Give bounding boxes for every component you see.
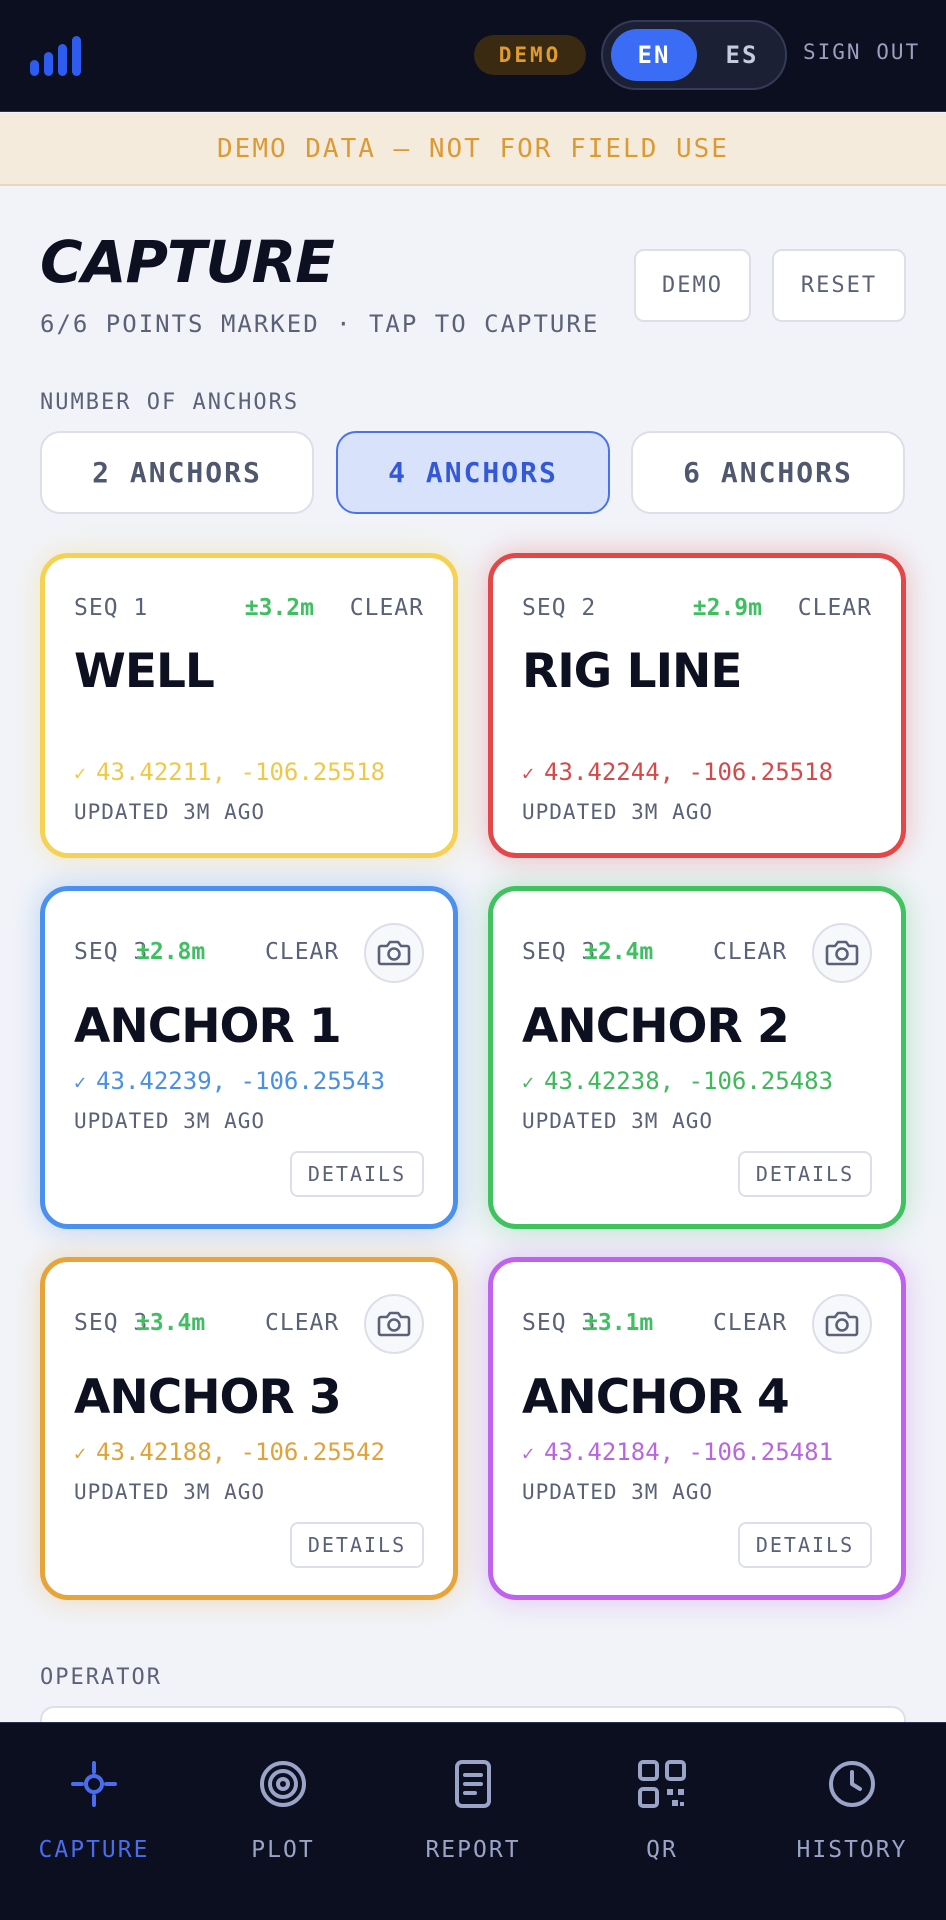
card-accuracy: ±3.4m: [136, 1310, 206, 1336]
card-coords: ✓ 43.42184, -106.25481: [522, 1438, 833, 1466]
card-accuracy: ±2.4m: [584, 939, 654, 965]
camera-button[interactable]: [812, 1294, 872, 1354]
anchor-option-4[interactable]: 4 ANCHORS: [336, 431, 610, 514]
card-updated: UPDATED 3M AGO: [522, 1109, 714, 1133]
checkmark-icon: ✓: [522, 1070, 535, 1094]
card-updated: UPDATED 3M AGO: [522, 800, 714, 824]
checkmark-icon: ✓: [522, 761, 535, 785]
nav-qr[interactable]: QR: [572, 1757, 752, 1863]
checkmark-icon: ✓: [74, 761, 87, 785]
card-name: ANCHOR 2: [522, 999, 790, 1054]
lang-en-button[interactable]: EN: [611, 29, 697, 81]
checkmark-icon: ✓: [74, 1441, 87, 1465]
clock-icon: [825, 1757, 879, 1811]
card-name: ANCHOR 4: [522, 1370, 790, 1425]
anchors-label: NUMBER OF ANCHORS: [40, 390, 300, 415]
demo-banner: DEMO DATA — NOT FOR FIELD USE: [0, 113, 946, 186]
card-status: CLEAR: [713, 1310, 788, 1336]
nav-label: QR: [646, 1837, 678, 1863]
camera-button[interactable]: [364, 1294, 424, 1354]
camera-button[interactable]: [812, 923, 872, 983]
card-updated: UPDATED 3M AGO: [74, 800, 266, 824]
card-coords: ✓ 43.42238, -106.25483: [522, 1067, 833, 1095]
nav-label: REPORT: [425, 1837, 521, 1863]
nav-history[interactable]: HISTORY: [762, 1757, 942, 1863]
card-coords: ✓ 43.42188, -106.25542: [74, 1438, 385, 1466]
coords-text: 43.42244, -106.25518: [544, 758, 834, 786]
anchor-option-2[interactable]: 2 ANCHORS: [40, 431, 314, 514]
nav-report[interactable]: REPORT: [383, 1757, 563, 1863]
card-status: CLEAR: [797, 595, 872, 621]
nav-label: CAPTURE: [38, 1837, 150, 1863]
card-seq: SEQ 3: [522, 939, 597, 965]
card-coords: ✓ 43.42211, -106.25518: [74, 758, 385, 786]
language-toggle: EN ES: [601, 20, 787, 90]
coords-text: 43.42211, -106.25518: [96, 758, 386, 786]
checkmark-icon: ✓: [74, 1070, 87, 1094]
point-card[interactable]: SEQ 3 ±2.8m CLEAR DETAILS ANCHOR 1 ✓ 43.42239…: [40, 886, 458, 1229]
details-button[interactable]: DETAILS: [738, 1151, 872, 1197]
card-status: CLEAR: [265, 939, 340, 965]
card-accuracy: ±3.1m: [584, 1310, 654, 1336]
nav-label: PLOT: [251, 1837, 315, 1863]
card-status: CLEAR: [265, 1310, 340, 1336]
point-card[interactable]: SEQ 1 ±3.2m CLEAR WELL ✓ 43.42211, -106.25518…: [40, 553, 458, 858]
nav-plot[interactable]: PLOT: [193, 1757, 373, 1863]
target-icon: [256, 1757, 310, 1811]
card-seq: SEQ 3: [74, 939, 149, 965]
card-seq: SEQ 3: [74, 1310, 149, 1336]
card-status: CLEAR: [349, 595, 424, 621]
nav-capture[interactable]: CAPTURE: [4, 1757, 184, 1863]
point-card[interactable]: SEQ 3 ±2.4m CLEAR DETAILS ANCHOR 2 ✓ 43.42238…: [488, 886, 906, 1229]
camera-button[interactable]: [364, 923, 424, 983]
card-coords: ✓ 43.42239, -106.25543: [74, 1067, 385, 1095]
coords-text: 43.42184, -106.25481: [544, 1438, 834, 1466]
bottom-nav: CAPTURE PLOT REPORT QR HISTORY: [0, 1722, 946, 1920]
card-accuracy: ±3.2m: [244, 595, 314, 621]
card-name: WELL: [74, 644, 215, 699]
lang-es-button[interactable]: ES: [725, 41, 759, 69]
card-status: CLEAR: [713, 939, 788, 965]
card-coords: ✓ 43.42244, -106.25518: [522, 758, 833, 786]
details-button[interactable]: DETAILS: [738, 1522, 872, 1568]
nav-label: HISTORY: [796, 1837, 908, 1863]
coords-text: 43.42238, -106.25483: [544, 1067, 834, 1095]
point-card[interactable]: SEQ 2 ±2.9m CLEAR RIG LINE ✓ 43.42244, -106.2…: [488, 553, 906, 858]
card-seq: SEQ 1: [74, 595, 149, 621]
camera-icon: [377, 1311, 411, 1337]
card-seq: SEQ 2: [522, 595, 597, 621]
qr-code-icon: [635, 1757, 689, 1811]
point-card[interactable]: SEQ 3 ±3.4m CLEAR DETAILS ANCHOR 3 ✓ 43.42188…: [40, 1257, 458, 1600]
details-button[interactable]: DETAILS: [290, 1522, 424, 1568]
card-accuracy: ±2.8m: [136, 939, 206, 965]
document-icon: [446, 1757, 500, 1811]
checkmark-icon: ✓: [522, 1441, 535, 1465]
coords-text: 43.42239, -106.25543: [96, 1067, 386, 1095]
card-seq: SEQ 3: [522, 1310, 597, 1336]
card-updated: UPDATED 3M AGO: [522, 1480, 714, 1504]
card-accuracy: ±2.9m: [692, 595, 762, 621]
card-name: ANCHOR 3: [74, 1370, 342, 1425]
details-button[interactable]: DETAILS: [290, 1151, 424, 1197]
reset-button[interactable]: RESET: [772, 249, 906, 322]
page-title: CAPTURE: [40, 228, 335, 296]
operator-label: OPERATOR: [40, 1665, 162, 1690]
crosshair-icon: [67, 1757, 121, 1811]
signal-logo-icon: [30, 36, 81, 76]
camera-icon: [377, 940, 411, 966]
demo-badge: DEMO: [474, 35, 586, 75]
point-card[interactable]: SEQ 3 ±3.1m CLEAR DETAILS ANCHOR 4 ✓ 43.42184…: [488, 1257, 906, 1600]
top-bar: DEMO EN ES SIGN OUT: [0, 0, 946, 112]
sign-out-link[interactable]: SIGN OUT: [803, 40, 921, 64]
coords-text: 43.42188, -106.25542: [96, 1438, 386, 1466]
anchor-option-6[interactable]: 6 ANCHORS: [631, 431, 905, 514]
camera-icon: [825, 940, 859, 966]
page-subtitle: 6/6 POINTS MARKED · TAP TO CAPTURE: [40, 310, 600, 338]
camera-icon: [825, 1311, 859, 1337]
demo-button[interactable]: DEMO: [634, 249, 751, 322]
card-name: RIG LINE: [522, 644, 742, 699]
card-updated: UPDATED 3M AGO: [74, 1109, 266, 1133]
card-updated: UPDATED 3M AGO: [74, 1480, 266, 1504]
card-name: ANCHOR 1: [74, 999, 342, 1054]
